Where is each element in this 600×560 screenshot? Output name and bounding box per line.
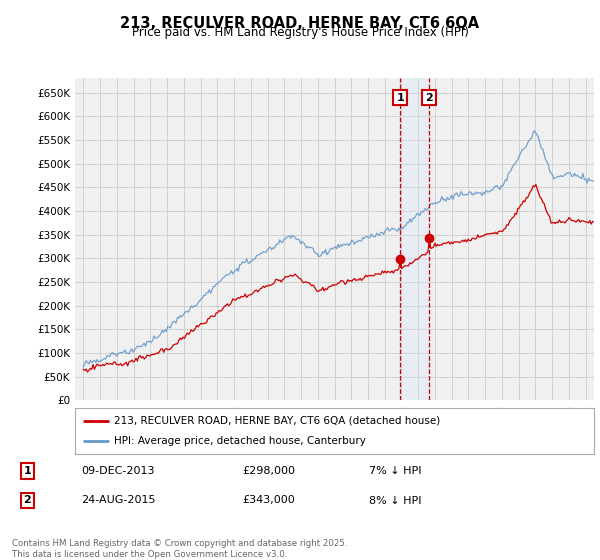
Text: 213, RECULVER ROAD, HERNE BAY, CT6 6QA (detached house): 213, RECULVER ROAD, HERNE BAY, CT6 6QA (… [114, 416, 440, 426]
Text: 1: 1 [23, 466, 31, 476]
Text: £343,000: £343,000 [242, 496, 295, 506]
Text: 09-DEC-2013: 09-DEC-2013 [81, 466, 155, 476]
Text: 213, RECULVER ROAD, HERNE BAY, CT6 6QA: 213, RECULVER ROAD, HERNE BAY, CT6 6QA [121, 16, 479, 31]
Text: 7% ↓ HPI: 7% ↓ HPI [369, 466, 422, 476]
Text: Price paid vs. HM Land Registry's House Price Index (HPI): Price paid vs. HM Land Registry's House … [131, 26, 469, 39]
Text: 24-AUG-2015: 24-AUG-2015 [81, 496, 155, 506]
Text: 2: 2 [23, 496, 31, 506]
Text: 2: 2 [425, 93, 433, 102]
Text: Contains HM Land Registry data © Crown copyright and database right 2025.
This d: Contains HM Land Registry data © Crown c… [12, 539, 347, 559]
Text: 8% ↓ HPI: 8% ↓ HPI [369, 496, 422, 506]
Bar [400, 78, 429, 400]
Text: £298,000: £298,000 [242, 466, 295, 476]
Text: HPI: Average price, detached house, Canterbury: HPI: Average price, detached house, Cant… [114, 436, 366, 446]
Text: 1: 1 [396, 93, 404, 102]
